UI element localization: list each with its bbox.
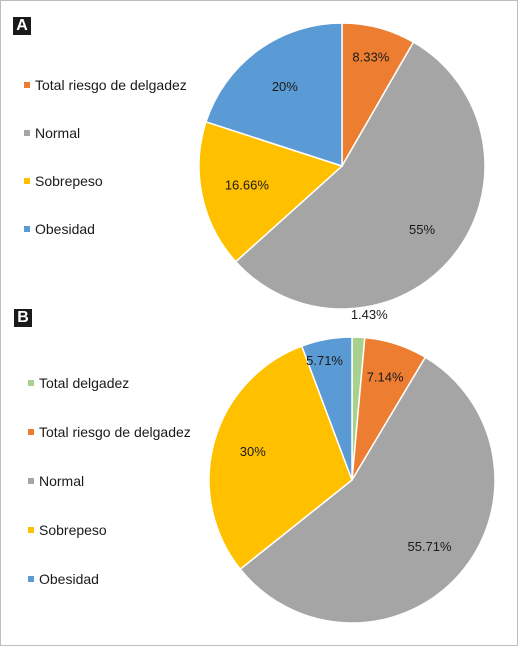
pie-slice-normal bbox=[239, 356, 496, 624]
data-label-sobrepeso: 16.66% bbox=[225, 178, 270, 193]
pie-slice-normal bbox=[234, 41, 486, 310]
panel-label-a: A bbox=[13, 17, 31, 35]
legend-item-obesidad: Obesidad bbox=[24, 221, 95, 237]
data-label-total-riesgo-de-delgadez: 7.14% bbox=[367, 369, 404, 384]
legend-item-total-riesgo-de-delgadez: Total riesgo de delgadez bbox=[28, 424, 191, 440]
legend-item-total-riesgo-de-delgadez: Total riesgo de delgadez bbox=[24, 77, 187, 93]
data-label-obesidad: 5.71% bbox=[306, 353, 343, 368]
legend-item-obesidad: Obesidad bbox=[28, 571, 99, 587]
legend-label: Sobrepeso bbox=[35, 173, 103, 189]
legend-label: Sobrepeso bbox=[39, 522, 107, 538]
legend-label: Normal bbox=[35, 125, 81, 141]
legend-item-sobrepeso: Sobrepeso bbox=[24, 173, 103, 189]
legend-item-normal: Normal bbox=[24, 125, 80, 141]
legend-item-normal: Normal bbox=[28, 473, 84, 489]
data-label-total-riesgo-de-delgadez: 8.33% bbox=[352, 50, 389, 65]
legend-item-total-delgadez: Total delgadez bbox=[28, 375, 129, 391]
legend-label: Obesidad bbox=[39, 571, 99, 587]
legend-swatch bbox=[24, 178, 30, 184]
legend-label: Total riesgo de delgadez bbox=[35, 77, 187, 93]
legend-swatch bbox=[24, 82, 30, 88]
legend-label: Obesidad bbox=[35, 221, 95, 237]
data-label-normal: 55.71% bbox=[407, 539, 452, 554]
legend-item-sobrepeso: Sobrepeso bbox=[28, 522, 107, 538]
legend-swatch bbox=[28, 478, 34, 484]
data-label-normal: 55% bbox=[409, 222, 435, 237]
legend-label: Total riesgo de delgadez bbox=[39, 424, 191, 440]
data-label-obesidad: 20% bbox=[272, 79, 298, 94]
pie-slice-sobrepeso bbox=[198, 120, 344, 263]
data-label-sobrepeso: 30% bbox=[240, 444, 266, 459]
legend-swatch bbox=[28, 576, 34, 582]
panel-label-b: B bbox=[14, 309, 32, 327]
legend-label: Normal bbox=[39, 473, 85, 489]
legend-swatch bbox=[28, 380, 34, 386]
legend-swatch bbox=[28, 429, 34, 435]
pie-slice-obesidad bbox=[205, 22, 343, 168]
pie-slice-obesidad bbox=[300, 336, 353, 481]
legend-swatch bbox=[24, 130, 30, 136]
legend-label: Total delgadez bbox=[39, 375, 130, 391]
data-label-total-delgadez: 1.43% bbox=[351, 307, 388, 322]
pie-slice-sobrepeso bbox=[208, 345, 353, 571]
legend-swatch bbox=[24, 226, 30, 232]
legend-swatch bbox=[28, 527, 34, 533]
